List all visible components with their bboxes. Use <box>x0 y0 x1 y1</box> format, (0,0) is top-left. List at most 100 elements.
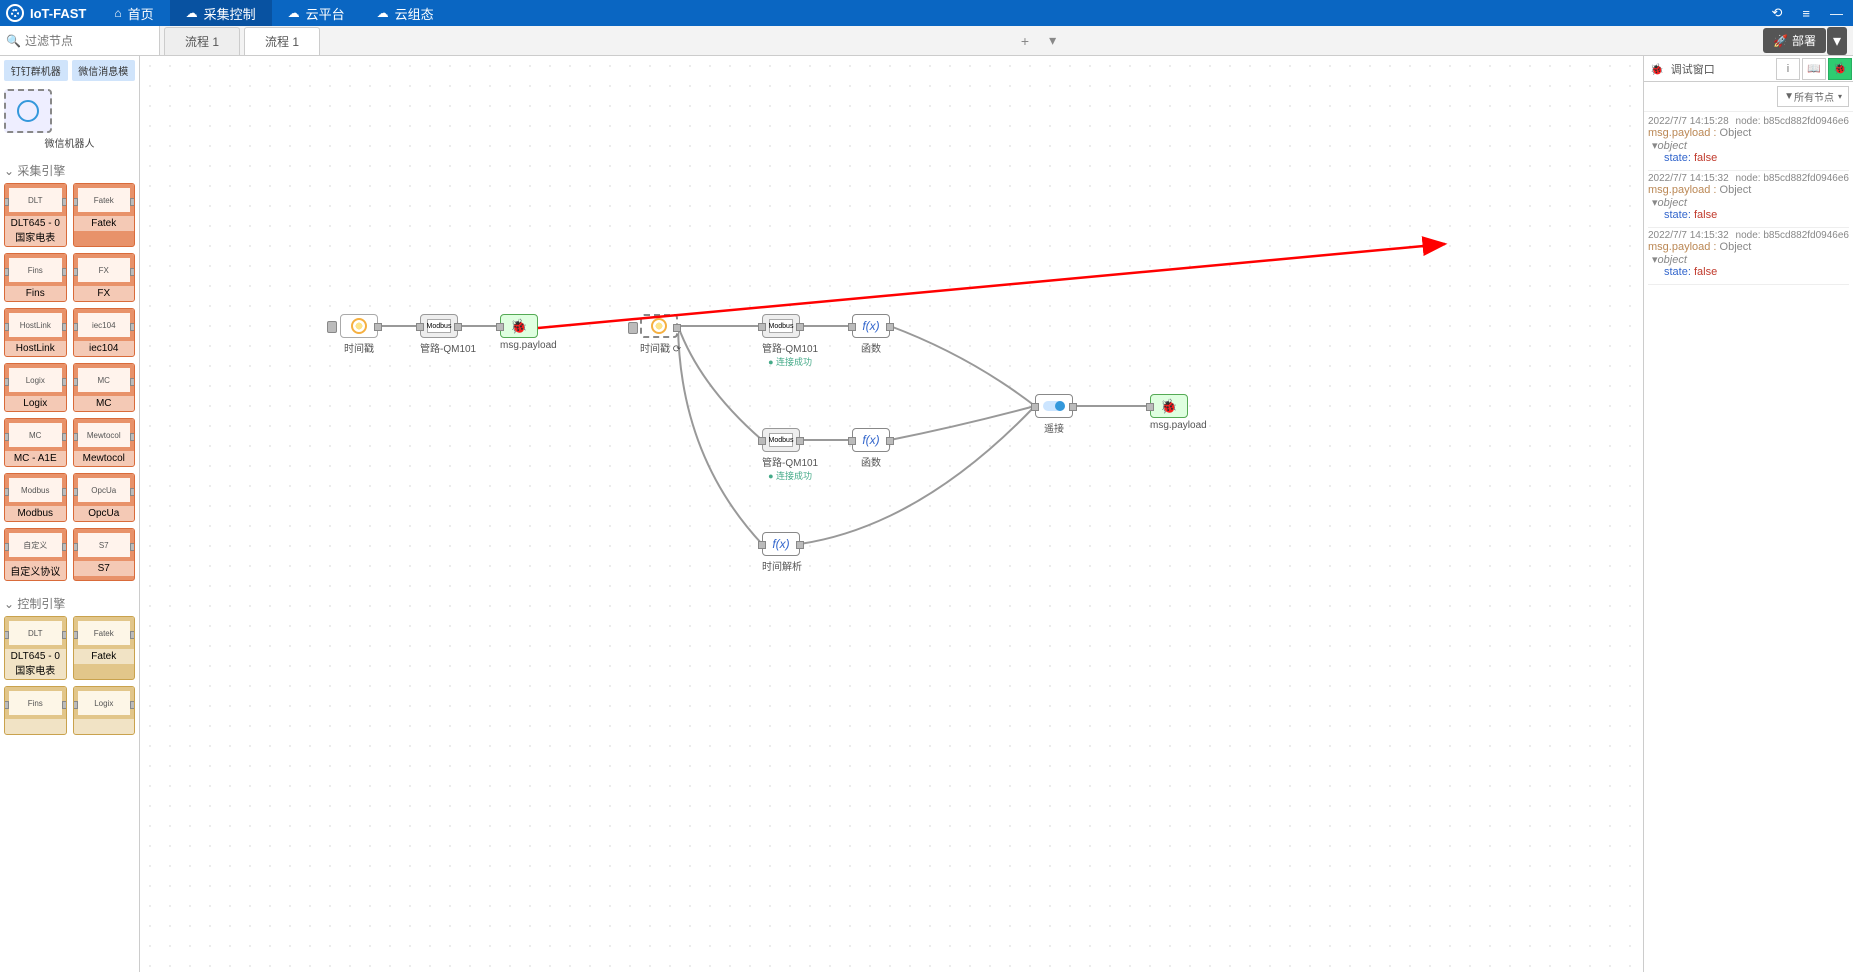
msg-payload-type: Object <box>1720 241 1752 253</box>
palette-node-ctrl-extra1[interactable]: Fins <box>4 686 67 735</box>
nav-config[interactable]: ☁ 云组态 <box>361 0 450 26</box>
palette-node-modbus[interactable]: ModbusModbus <box>4 473 67 522</box>
refresh-button[interactable]: ⟲ <box>1762 5 1793 21</box>
debug-messages: 2022/7/7 14:15:28 node: b85cd882fd0946e6 m… <box>1644 112 1853 972</box>
palette-node-wechat-bot[interactable] <box>4 89 52 133</box>
deploy-button[interactable]: 🚀 部署 <box>1763 28 1826 53</box>
nav-home[interactable]: ⌂ 首页 <box>98 0 169 26</box>
function-icon: f(x) <box>862 319 879 333</box>
palette-node-ctrl-dlt645[interactable]: DLTDLT645 - 0 国家电表 <box>4 616 67 680</box>
main-layout: 钉钉群机器 微信消息模 微信机器人 采集引擎 DLTDLT645 - 0 国家电… <box>0 56 1853 972</box>
tab-menu-button[interactable]: ▾ <box>1039 32 1066 49</box>
nav-collect[interactable]: ☁ 采集控制 <box>170 0 272 26</box>
palette-node-wechat-bot-label: 微信机器人 <box>4 135 135 150</box>
msg-node-id: node: b85cd882fd0946e6 <box>1736 230 1849 241</box>
debug-panel-header: 🐞 调试窗口 i 📖 🐞 <box>1644 56 1853 82</box>
palette-node-dlt645[interactable]: DLTDLT645 - 0 国家电表 <box>4 183 67 247</box>
modbus-icon: Modbus <box>769 319 793 333</box>
palette-node-mc[interactable]: MCMC <box>73 363 136 412</box>
modbus-icon: Modbus <box>427 319 451 333</box>
msg-object-label: object <box>1658 197 1687 209</box>
info-tab-button[interactable]: i <box>1776 58 1800 80</box>
msg-node-id: node: b85cd882fd0946e6 <box>1736 173 1849 184</box>
modbus-icon: Modbus <box>769 433 793 447</box>
node-inject-1-label: 时间戳 <box>340 340 378 355</box>
flow-canvas[interactable]: 时间戳 Modbus 管路-QM101 🐞 msg.payload 时间戳 ⟳ … <box>140 56 1643 972</box>
header-right: ⟲ ≡ — <box>1762 5 1853 21</box>
msg-payload-key: msg.payload <box>1648 184 1710 196</box>
palette-node-fx[interactable]: FXFX <box>73 253 136 302</box>
node-debug-1[interactable]: 🐞 msg.payload <box>500 314 557 351</box>
timestamp-icon <box>651 318 667 334</box>
node-modbus-1[interactable]: Modbus 管路-QM101 <box>420 314 476 355</box>
node-func-1-label: 函数 <box>852 340 890 355</box>
palette-node-ctrl-fatek[interactable]: FatekFatek <box>73 616 136 680</box>
palette-node-mewtocol[interactable]: MewtocolMewtocol <box>73 418 136 467</box>
tab-actions: + ▾ <box>1011 26 1066 55</box>
node-func-2[interactable]: f(x) 函数 <box>852 428 890 469</box>
bug-icon: 🐞 <box>510 318 527 335</box>
palette-chip-dingtalk[interactable]: 钉钉群机器 <box>4 60 68 81</box>
palette-node-mc-a1e[interactable]: MCMC - A1E <box>4 418 67 467</box>
msg-kv-val: false <box>1694 266 1717 278</box>
debug-filter-label: 所有节点 <box>1794 89 1834 104</box>
msg-timestamp: 2022/7/7 14:15:32 <box>1648 230 1729 241</box>
palette-node-ctrl-extra2[interactable]: Logix <box>73 686 136 735</box>
palette-node-hostlink[interactable]: HostLinkHostLink <box>4 308 67 357</box>
nav-collect-label: 采集控制 <box>204 4 256 23</box>
debug-filter-button[interactable]: ▼ 所有节点 ▾ <box>1777 86 1849 107</box>
msg-kv-val: false <box>1694 209 1717 221</box>
palette-filter-input[interactable] <box>25 34 153 48</box>
main-nav: ⌂ 首页 ☁ 采集控制 ☁ 云平台 ☁ 云组态 <box>98 0 449 26</box>
debug-message[interactable]: 2022/7/7 14:15:28node: b85cd882fd0946e6m… <box>1648 114 1849 171</box>
palette-node-iec104[interactable]: iec104iec104 <box>73 308 136 357</box>
tab-flow-2[interactable]: 流程 1 <box>244 27 320 55</box>
tab-flow-1[interactable]: 流程 1 <box>164 27 240 55</box>
debug-message[interactable]: 2022/7/7 14:15:32 node: b85cd882fd0946e6 m… <box>1648 228 1849 285</box>
palette-node-custom[interactable]: 自定义自定义协议 <box>4 528 67 581</box>
debug-message[interactable]: 2022/7/7 14:15:32node: b85cd882fd0946e6m… <box>1648 171 1849 228</box>
nav-cloud[interactable]: ☁ 云平台 <box>272 0 361 26</box>
node-inject-1[interactable]: 时间戳 <box>340 314 378 355</box>
node-modbus-2[interactable]: Modbus 管路-QM101 连接成功 <box>762 314 818 368</box>
deploy-menu-button[interactable]: ▾ <box>1827 27 1847 55</box>
palette-node-opcua[interactable]: OpcUaOpcUa <box>73 473 136 522</box>
msg-payload-key: msg.payload <box>1648 241 1710 253</box>
minimize-button[interactable]: — <box>1820 5 1853 21</box>
palette-chip-wechatmsg[interactable]: 微信消息模 <box>72 60 136 81</box>
node-switch-1[interactable]: 遥接 <box>1035 394 1073 435</box>
node-debug-2[interactable]: 🐞 msg.payload <box>1150 394 1207 431</box>
menu-button[interactable]: ≡ <box>1792 5 1820 21</box>
palette-node-fatek[interactable]: FatekFatek <box>73 183 136 247</box>
inject-trigger-icon[interactable] <box>327 321 337 333</box>
inject-trigger-icon[interactable] <box>628 322 638 334</box>
palette-node-s7[interactable]: S7S7 <box>73 528 136 581</box>
msg-kv-key: state: <box>1664 152 1694 164</box>
node-func-1[interactable]: f(x) 函数 <box>852 314 890 355</box>
help-tab-button[interactable]: 📖 <box>1802 58 1826 80</box>
wechat-icon <box>17 100 39 122</box>
msg-payload-type: Object <box>1720 184 1752 196</box>
node-modbus-3-status: 连接成功 <box>762 469 818 482</box>
palette-category-control[interactable]: 控制引擎 <box>4 591 135 616</box>
node-func-3[interactable]: f(x) 时间解析 <box>762 532 802 573</box>
palette-node-fins[interactable]: FinsFins <box>4 253 67 302</box>
node-modbus-1-label: 管路-QM101 <box>420 340 476 355</box>
debug-tab-button[interactable]: 🐞 <box>1828 58 1852 80</box>
node-modbus-3-label: 管路-QM101 <box>762 454 818 469</box>
nav-config-label: 云组态 <box>395 4 434 23</box>
app-header: IoT-FAST ⌂ 首页 ☁ 采集控制 ☁ 云平台 ☁ 云组态 ⟲ ≡ — <box>0 0 1853 26</box>
palette-node-logix[interactable]: LogixLogix <box>4 363 67 412</box>
app-logo: IoT-FAST <box>0 4 98 22</box>
debug-panel-title-text: 调试窗口 <box>1671 64 1715 76</box>
nav-home-label: 首页 <box>128 4 154 23</box>
msg-timestamp: 2022/7/7 14:15:28 <box>1648 116 1729 127</box>
toolbar: 🔍 流程 1 流程 1 + ▾ 🚀 部署 ▾ <box>0 26 1853 56</box>
node-modbus-3[interactable]: Modbus 管路-QM101 连接成功 <box>762 428 818 482</box>
palette-category-collect[interactable]: 采集引擎 <box>4 158 135 183</box>
add-tab-button[interactable]: + <box>1011 33 1039 49</box>
nav-cloud-label: 云平台 <box>306 4 345 23</box>
deploy-label: 部署 <box>1792 32 1816 49</box>
node-inject-2[interactable]: 时间戳 ⟳ <box>640 314 681 355</box>
cloud-icon: ☁ <box>288 6 300 20</box>
